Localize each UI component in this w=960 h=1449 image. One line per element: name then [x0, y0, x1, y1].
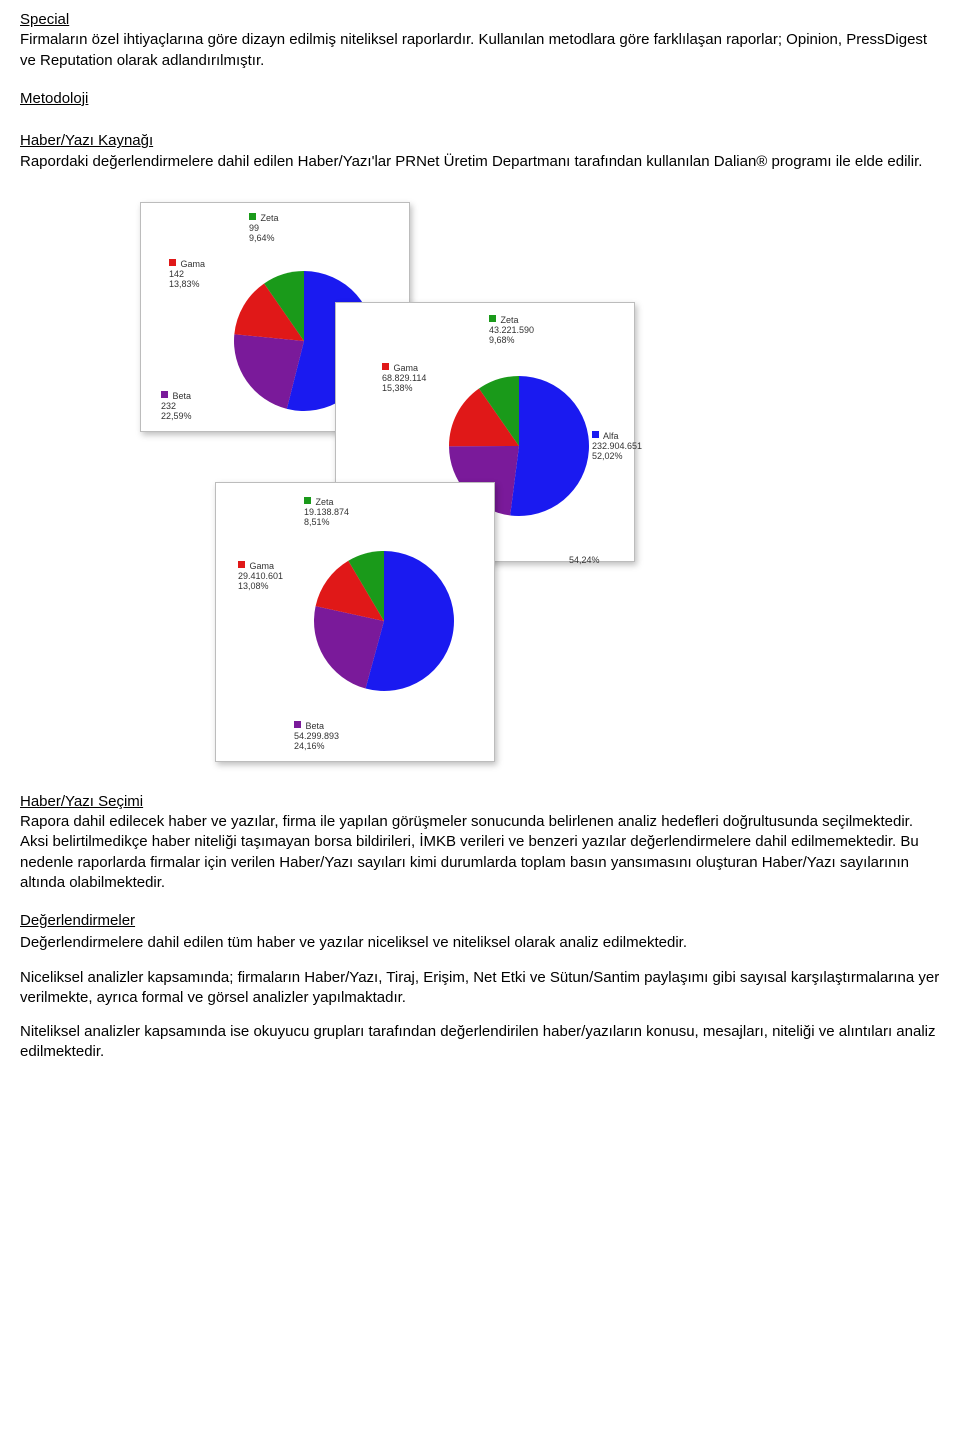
c3-beta-l2: 54.299.893 — [294, 731, 339, 741]
secimi-para: Rapora dahil edilecek haber ve yazılar, … — [20, 812, 940, 893]
c3-gama-l1: Gama — [250, 561, 275, 571]
c3-zeta-l2: 19.138.874 — [304, 507, 349, 517]
c2-zeta-l3: 9,68% — [489, 335, 515, 345]
c3-zeta-l3: 8,51% — [304, 517, 330, 527]
c2-gama-l2: 68.829.114 — [382, 373, 426, 383]
c2-alfa-l1: Alfa — [603, 431, 619, 441]
c2-gama-l3: 15,38% — [382, 383, 413, 393]
special-para: Firmaların özel ihtiyaçlarına göre dizay… — [20, 30, 940, 71]
c3-gama-l2: 29.410.601 — [238, 571, 283, 581]
pie-card-3: Zeta 19.138.874 8,51% Gama 29.410.601 13… — [215, 482, 495, 762]
secimi-title: Haber/Yazı Seçimi — [20, 792, 940, 812]
c1-gama-l1: Gama — [181, 259, 206, 269]
degerlendirmeler-title: Değerlendirmeler — [20, 911, 940, 931]
c2-alfa-l2: 232.904.651 — [592, 441, 642, 451]
c1-gama-l3: 13,83% — [169, 279, 200, 289]
kaynak-title: Haber/Yazı Kaynağı — [20, 131, 940, 151]
charts-group: Zeta 99 9,64% Gama 142 13,83% Beta 232 2… — [140, 202, 640, 762]
c1-zeta-l1: Zeta — [261, 213, 279, 223]
c1-beta-l1: Beta — [173, 391, 192, 401]
c1-gama-l2: 142 — [169, 269, 184, 279]
c1-zeta-l2: 99 — [249, 223, 259, 233]
c2-zeta-l1: Zeta — [501, 315, 519, 325]
c2-zeta-l2: 43.221.590 — [489, 325, 534, 335]
pie-chart-3 — [224, 491, 504, 771]
c2-alfa-l3: 52,02% — [592, 451, 623, 461]
c1-zeta-l3: 9,64% — [249, 233, 275, 243]
metodoloji-title: Metodoloji — [20, 89, 940, 109]
c1-beta-l2: 232 — [161, 401, 176, 411]
kaynak-para: Rapordaki değerlendirmelere dahil edilen… — [20, 152, 940, 172]
c3-zeta-l1: Zeta — [316, 497, 334, 507]
special-title: Special — [20, 10, 940, 30]
c3-gama-l3: 13,08% — [238, 581, 269, 591]
c2-extra: 54,24% — [569, 556, 600, 566]
c3-beta-l3: 24,16% — [294, 741, 325, 751]
degerlendirmeler-p1: Değerlendirmelere dahil edilen tüm haber… — [20, 933, 940, 953]
degerlendirmeler-p2: Niceliksel analizler kapsamında; firmala… — [20, 968, 940, 1009]
c2-gama-l1: Gama — [394, 363, 419, 373]
c1-beta-l3: 22,59% — [161, 411, 192, 421]
c3-beta-l1: Beta — [306, 721, 325, 731]
degerlendirmeler-p3: Niteliksel analizler kapsamında ise okuy… — [20, 1022, 940, 1063]
